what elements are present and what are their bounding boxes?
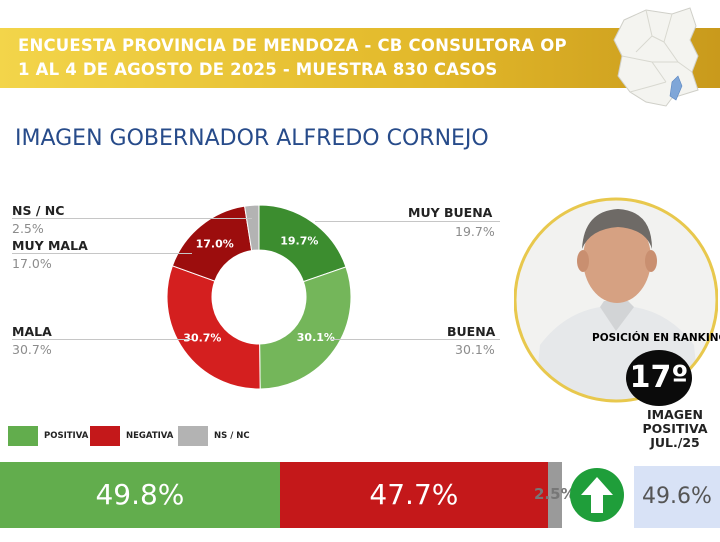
legend-ns-nc: NS / NC: [178, 426, 250, 446]
label-ns-nc: NS / NC: [12, 203, 65, 218]
donut-label-mala: 30.7%: [183, 331, 221, 344]
value-muy-mala: 17.0%: [12, 256, 52, 271]
leader-line-ns-nc: [12, 218, 252, 219]
legend-swatch-negativa: [90, 426, 120, 446]
value-mala: 30.7%: [12, 342, 52, 357]
bar-segment-negativa: 47.7%: [279, 462, 548, 528]
donut-label-buena: 30.1%: [297, 331, 335, 344]
leader-line-muy-mala: [12, 253, 192, 254]
previous-label-line-2: POSITIVA: [642, 421, 708, 436]
label-muy-mala: MUY MALA: [12, 238, 88, 253]
leader-line-buena: [330, 339, 500, 340]
donut-chart: 19.7% 30.1% 30.7% 17.0%: [166, 204, 352, 390]
ranking-badge: 17º: [626, 350, 692, 406]
label-mala: MALA: [12, 324, 52, 339]
mendoza-map-icon: [613, 7, 699, 107]
bar-label-ns-nc: 2.5%: [534, 485, 576, 503]
donut-label-muy-buena: 19.7%: [280, 234, 318, 247]
arrow-up-icon: [570, 468, 624, 522]
header-line-2: 1 AL 4 DE AGOSTO DE 2025 - MUESTRA 830 C…: [18, 60, 498, 79]
ranking-label: POSICIÓN EN RANKING: [592, 332, 720, 344]
value-muy-buena: 19.7%: [455, 224, 495, 239]
previous-label-line-1: IMAGEN: [646, 407, 704, 422]
previous-label-line-3: JUL./25: [650, 435, 700, 450]
bar-segment-ns-nc: [547, 462, 562, 528]
label-buena: BUENA: [447, 324, 496, 339]
previous-image-value: 49.6%: [634, 466, 720, 528]
donut-slice-mala: [166, 265, 261, 390]
leader-line-muy-buena: [315, 221, 500, 222]
previous-image-label: IMAGEN POSITIVA JUL./25: [630, 408, 720, 450]
donut-slice-ns-nc: [244, 204, 260, 252]
header-line-1: ENCUESTA PROVINCIA DE MENDOZA - CB CONSU…: [18, 36, 567, 55]
donut-slice-buena: [259, 266, 352, 390]
chart-title: IMAGEN GOBERNADOR ALFREDO CORNEJO: [15, 126, 489, 151]
legend-label-ns-nc: NS / NC: [214, 431, 250, 441]
value-buena: 30.1%: [455, 342, 495, 357]
legend-negativa: NEGATIVA: [90, 426, 173, 446]
legend-swatch-ns-nc: [178, 426, 208, 446]
legend-label-negativa: NEGATIVA: [126, 431, 174, 441]
bar-segment-positiva: 49.8%: [0, 462, 280, 528]
donut-label-muy-mala: 17.0%: [196, 237, 234, 250]
leader-line-mala: [12, 339, 192, 340]
header-banner: ENCUESTA PROVINCIA DE MENDOZA - CB CONSU…: [0, 28, 720, 88]
legend-positiva: POSITIVA: [8, 426, 88, 446]
governor-photo: [514, 197, 718, 403]
legend-swatch-positiva: [8, 426, 38, 446]
legend-label-positiva: POSITIVA: [44, 431, 89, 441]
label-muy-buena: MUY BUENA: [408, 205, 493, 220]
value-ns-nc: 2.5%: [12, 221, 44, 236]
